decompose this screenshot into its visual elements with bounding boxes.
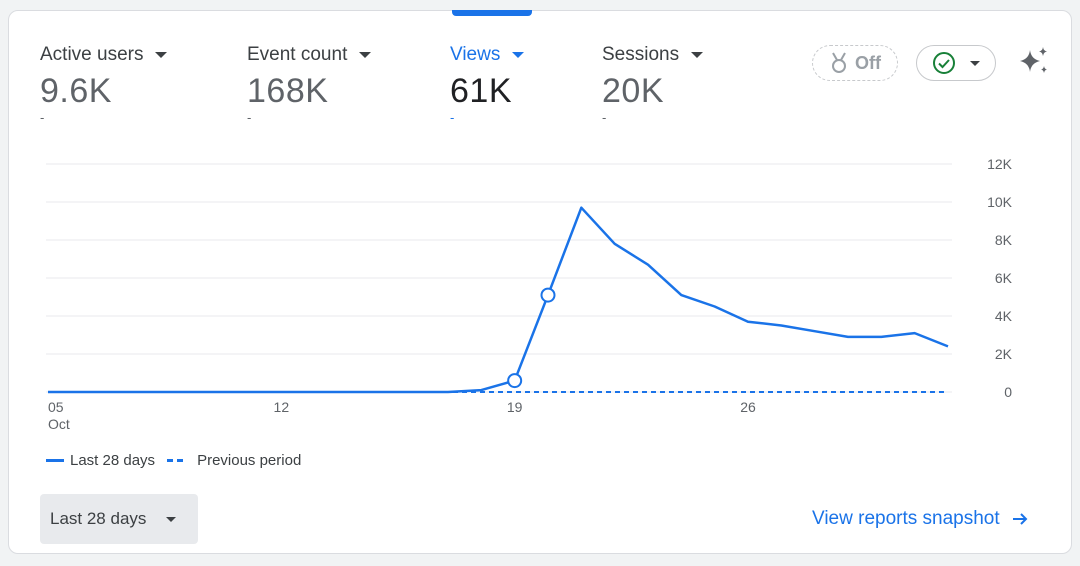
metric-comparison: - — [40, 110, 45, 125]
snapshot-link-label: View reports snapshot — [812, 508, 1000, 529]
metric-event-count[interactable]: Event count 168K - — [247, 44, 372, 125]
legend-label-previous: Previous period — [197, 452, 302, 469]
y-tick-label: 10K — [987, 194, 1013, 210]
metric-active-users[interactable]: Active users 9.6K - — [40, 44, 168, 125]
metric-comparison: - — [247, 110, 252, 125]
metric-label: Sessions — [602, 44, 680, 65]
caret-down-icon — [970, 60, 980, 66]
view-reports-snapshot-link[interactable]: View reports snapshot — [812, 508, 1030, 530]
x-tick-label: 05 — [48, 399, 64, 415]
metric-sessions[interactable]: Sessions 20K - — [602, 44, 704, 125]
date-range-dropdown[interactable]: Last 28 days — [40, 494, 198, 544]
chart-legend: Last 28 days Previous period — [46, 452, 301, 469]
metric-label: Active users — [40, 44, 144, 65]
date-range-label: Last 28 days — [50, 509, 147, 528]
y-tick-label: 0 — [1004, 384, 1012, 400]
metric-value: 20K — [602, 72, 664, 110]
views-card — [8, 10, 1072, 554]
last-28-days-line — [48, 206, 949, 394]
metric-value: 168K — [247, 72, 329, 110]
badge-icon — [832, 52, 846, 73]
data-quality-dropdown[interactable] — [916, 45, 996, 81]
legend-swatch-previous — [167, 459, 188, 462]
y-tick-label: 6K — [995, 270, 1013, 286]
caret-down-icon — [512, 52, 525, 58]
metric-value: 61K — [450, 72, 512, 110]
y-tick-label: 2K — [995, 346, 1013, 362]
x-tick-sublabel: Oct — [48, 416, 70, 432]
caret-down-icon — [691, 52, 704, 58]
anomaly-toggle[interactable]: Off — [812, 45, 898, 81]
data-point-marker — [507, 373, 523, 389]
y-tick-label: 4K — [995, 308, 1013, 324]
legend-label-current: Last 28 days — [70, 452, 156, 469]
active-metric-indicator — [452, 10, 532, 16]
legend-swatch-current — [46, 459, 64, 462]
metric-label: Event count — [247, 44, 348, 65]
x-tick-label: 19 — [507, 399, 523, 415]
caret-down-icon — [155, 52, 168, 58]
x-tick-label: 26 — [740, 399, 756, 415]
data-point-marker — [540, 287, 556, 303]
sparkle-insights-icon[interactable] — [1016, 44, 1052, 80]
metric-value: 9.6K — [40, 72, 112, 110]
metric-views[interactable]: Views 61K - — [450, 44, 525, 125]
y-tick-label: 8K — [995, 232, 1013, 248]
metric-comparison: - — [450, 110, 455, 125]
metric-comparison: - — [602, 110, 607, 125]
anomaly-toggle-label: Off — [855, 52, 881, 73]
metric-label: Views — [450, 44, 501, 65]
y-tick-label: 12K — [987, 156, 1013, 172]
arrow-right-icon — [1012, 513, 1028, 525]
x-tick-label: 12 — [274, 399, 290, 415]
caret-down-icon — [166, 516, 177, 522]
check-circle-icon — [933, 52, 955, 74]
caret-down-icon — [359, 52, 372, 58]
